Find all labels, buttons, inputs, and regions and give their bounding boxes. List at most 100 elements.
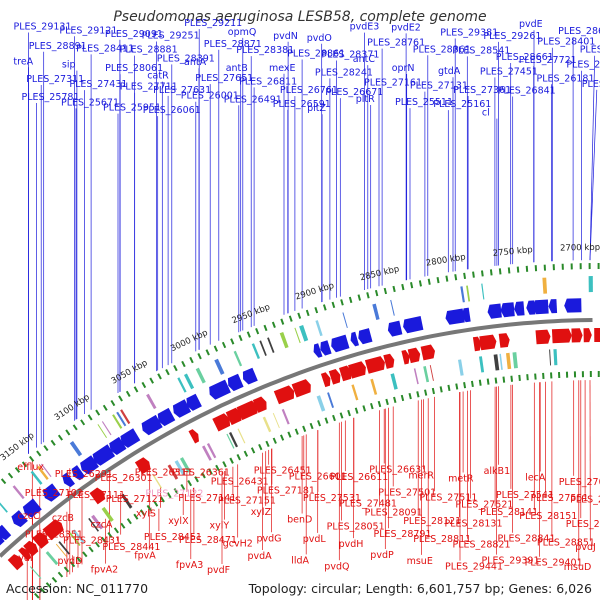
ring-tick bbox=[516, 266, 520, 273]
feature-block bbox=[45, 551, 59, 566]
feature-block bbox=[30, 470, 43, 485]
feature-block bbox=[272, 413, 280, 429]
reverse-gene-label: PLES_27141 bbox=[178, 493, 236, 504]
reverse-gene-label: alkB1 bbox=[484, 466, 511, 477]
ring-tick bbox=[160, 496, 165, 503]
reverse-gene-label: PLES_28051 bbox=[327, 522, 385, 533]
ring-tick bbox=[347, 409, 351, 417]
feature-block bbox=[460, 286, 465, 303]
ring-tick bbox=[229, 457, 234, 464]
forward-gene-label: pvdE3 bbox=[350, 22, 380, 33]
forward-gene-label: PLES_29381 bbox=[440, 28, 498, 39]
ring-tick bbox=[173, 488, 179, 495]
feature-block bbox=[69, 441, 83, 457]
reverse-strand-track bbox=[7, 328, 600, 571]
reverse-gene-label: PLES_26301 bbox=[95, 473, 153, 484]
reverse-gene-label: czcC bbox=[18, 511, 40, 522]
forward-gene-label: antC bbox=[353, 54, 376, 65]
forward-gene-label: catR bbox=[147, 71, 169, 82]
ring-tick bbox=[447, 384, 451, 392]
ring-tick bbox=[113, 527, 119, 534]
forward-gene-label: pltR bbox=[356, 94, 375, 105]
forward-gene-label: PLES_28881 bbox=[120, 45, 178, 56]
ring-tick bbox=[165, 369, 170, 376]
ring-tick bbox=[526, 374, 529, 381]
ring-tick bbox=[141, 381, 147, 389]
ring-tick bbox=[50, 439, 56, 446]
gene-arrow bbox=[594, 328, 600, 342]
forward-gene-label: PLES_25671 bbox=[61, 97, 119, 108]
reverse-gene-label: xylY bbox=[210, 521, 230, 532]
ring-tick bbox=[146, 504, 152, 511]
feature-block bbox=[58, 541, 70, 555]
reverse-gene-label: PLES_29401 bbox=[525, 558, 583, 569]
ring-tick bbox=[455, 383, 459, 390]
ring-tick bbox=[427, 278, 431, 285]
gene-arrow bbox=[22, 498, 42, 518]
reverse-gene-label: PLES_27481 bbox=[339, 499, 397, 510]
forward-gene-label: PLES_26001 bbox=[181, 91, 239, 102]
ring-tick bbox=[75, 556, 82, 563]
forward-gene-label: PLES_29131 bbox=[14, 22, 72, 33]
ring-tick bbox=[139, 509, 145, 516]
gene-arrow bbox=[320, 340, 332, 356]
ring-tick bbox=[393, 396, 397, 404]
gene-arrow bbox=[461, 307, 471, 323]
reverse-gene-label: PLES_28791 bbox=[374, 529, 432, 540]
gene-arrow bbox=[383, 353, 395, 369]
ring-tick bbox=[348, 296, 353, 304]
feature-block bbox=[316, 395, 326, 412]
ring-tick bbox=[181, 360, 186, 368]
ring-tick bbox=[424, 389, 428, 396]
feature-block bbox=[251, 343, 260, 359]
ring-tick bbox=[287, 431, 292, 438]
ring-tick bbox=[410, 282, 414, 289]
gene-arrow bbox=[331, 334, 350, 353]
feature-block bbox=[152, 474, 163, 489]
ring-tick bbox=[213, 345, 219, 352]
ring-tick bbox=[339, 412, 344, 419]
outer-tick-ring bbox=[0, 262, 600, 485]
feature-block bbox=[29, 566, 42, 579]
feature-block bbox=[342, 312, 348, 328]
gene-arrow bbox=[358, 328, 373, 345]
feature-block bbox=[390, 373, 398, 390]
ring-tick bbox=[243, 450, 249, 457]
reverse-gene-label: PLES_27111 bbox=[67, 490, 125, 501]
forward-gene-label: PLES_29121 bbox=[59, 25, 117, 36]
feature-block bbox=[267, 337, 275, 353]
feature-block bbox=[549, 349, 551, 366]
ring-tick bbox=[418, 280, 422, 287]
feature-block bbox=[493, 354, 500, 371]
forward-gene-label: PLES_28871 bbox=[204, 39, 262, 50]
reverse-gene-label: PLES_26611 bbox=[330, 472, 388, 483]
position-label: 2900 kbp bbox=[294, 281, 335, 303]
gene-arrow bbox=[348, 361, 366, 379]
ring-tick bbox=[187, 480, 193, 487]
reverse-gene-label: msuD bbox=[564, 562, 592, 573]
gene-arrow bbox=[320, 372, 331, 388]
reverse-gene-label: PLES_27531 bbox=[303, 493, 361, 504]
gene-arrow bbox=[498, 333, 510, 348]
reverse-gene-label: PLES_26601 bbox=[289, 471, 347, 482]
reverse-gene-label: fpvA2 bbox=[91, 565, 119, 576]
ring-tick bbox=[370, 402, 374, 410]
gene-arrow bbox=[225, 407, 242, 426]
ring-tick bbox=[87, 414, 93, 421]
ring-tick bbox=[317, 420, 321, 427]
connector-line bbox=[589, 55, 596, 261]
ring-tick bbox=[94, 541, 100, 548]
ring-tick bbox=[265, 440, 270, 448]
ring-tick bbox=[357, 294, 362, 301]
forward-gene-label: PLES_29091 bbox=[105, 29, 163, 40]
feature-block bbox=[180, 457, 191, 473]
gene-arrow bbox=[551, 328, 572, 344]
forward-gene-label: gtdA bbox=[438, 66, 461, 77]
feature-block bbox=[184, 373, 195, 390]
feature-block bbox=[226, 433, 235, 449]
gene-arrow bbox=[236, 400, 258, 421]
ring-tick bbox=[502, 376, 506, 383]
forward-gene-label: PLES_28381 bbox=[236, 45, 294, 56]
ring-tick bbox=[157, 373, 162, 380]
reverse-gene-label: benD bbox=[287, 515, 312, 526]
